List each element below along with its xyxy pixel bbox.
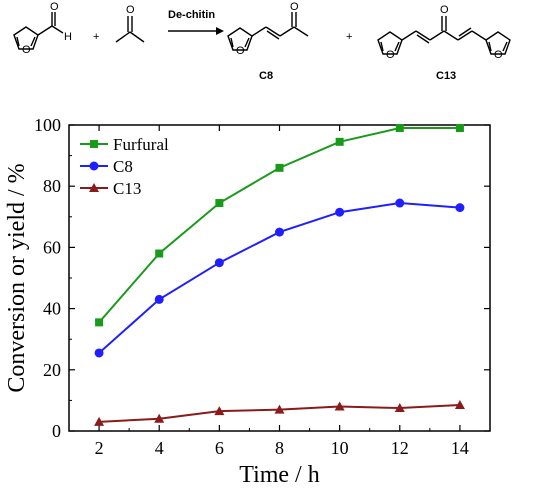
legend-marker-furfural: [90, 140, 98, 148]
series-c13: [94, 399, 465, 426]
series-c8: [94, 198, 465, 358]
c8-label: C8: [259, 70, 273, 82]
data-point-c8: [94, 348, 104, 358]
legend-label-c13: C13: [113, 179, 141, 198]
x-tick-label: 4: [155, 438, 164, 458]
c13-structure: O O O: [377, 4, 511, 61]
data-point-c8: [395, 198, 405, 208]
reaction-scheme: O O H + O De-chitin O O C8 +: [13, 1, 511, 82]
aldehyde-o-label: O: [50, 1, 59, 13]
legend-label-furfural: Furfural: [113, 135, 169, 154]
data-point-c13: [334, 401, 345, 411]
legend-marker-c13: [89, 183, 99, 192]
reaction-arrow: De-chitin: [168, 9, 224, 35]
data-point-c13: [154, 413, 165, 423]
line-chart: 2 4 6 8 10 12 14 0 20 40 60 80 100 Furfural C8 C13 Tim…: [4, 115, 491, 488]
acetone-structure: O: [115, 4, 145, 43]
data-point-furfural: [455, 124, 464, 133]
c13-ketone-o-label: O: [440, 4, 449, 16]
data-point-c8: [455, 203, 465, 213]
c13-right-furan-o-label: O: [494, 49, 503, 61]
x-axis-title: Time / h: [239, 462, 319, 488]
x-tick-label: 10: [331, 438, 349, 458]
y-axis-title: Conversion or yield / %: [4, 163, 30, 392]
acetone-o-label: O: [126, 4, 135, 16]
aldehyde-h-label: H: [64, 31, 72, 43]
x-tick-label: 8: [275, 438, 284, 458]
c8-furan-o-label: O: [236, 45, 245, 57]
catalyst-label: De-chitin: [168, 9, 215, 21]
y-tick-label: 40: [43, 299, 61, 319]
data-point-furfural: [335, 137, 344, 146]
data-point-c13: [274, 404, 285, 414]
data-point-c13: [454, 399, 465, 409]
y-tick-label: 0: [52, 421, 61, 441]
data-point-furfural: [275, 163, 284, 172]
data-point-c13: [394, 403, 405, 413]
data-point-c13: [214, 406, 225, 416]
data-point-furfural: [95, 318, 104, 327]
data-point-c8: [154, 294, 164, 304]
data-point-furfural: [395, 124, 404, 133]
c13-left-furan-o-label: O: [386, 49, 395, 61]
data-point-furfural: [155, 249, 164, 258]
y-tick-label: 20: [43, 360, 61, 380]
x-tick-label: 12: [391, 438, 409, 458]
series-line-furfural: [98, 127, 460, 324]
c13-label: C13: [436, 70, 456, 82]
data-point-c13: [94, 416, 105, 426]
legend-marker-c8: [89, 161, 99, 171]
plus-sign-2: +: [346, 31, 352, 43]
c8-ketone-o-label: O: [290, 1, 299, 13]
c8-structure: O O: [227, 1, 309, 57]
y-tick-label: 100: [34, 115, 61, 135]
plus-sign-1: +: [93, 31, 99, 43]
chart-series: [94, 124, 465, 426]
y-tick-label: 60: [43, 237, 61, 257]
furan-o-label: O: [22, 44, 31, 56]
legend-label-c8: C8: [113, 157, 133, 176]
x-tick-label: 6: [215, 438, 224, 458]
chart-legend: Furfural C8 C13: [80, 135, 169, 198]
chart-axes: 2 4 6 8 10 12 14 0 20 40 60 80 100: [34, 115, 491, 458]
series-line-c8: [98, 202, 461, 354]
furfural-structure: O O H: [13, 1, 72, 56]
series-furfural: [95, 124, 464, 327]
y-tick-label: 80: [43, 176, 61, 196]
x-tick-label: 14: [451, 438, 469, 458]
data-point-c8: [335, 207, 345, 217]
data-point-c8: [275, 227, 284, 237]
data-point-c8: [214, 258, 224, 268]
data-point-furfural: [215, 199, 224, 208]
x-tick-label: 2: [95, 438, 104, 458]
